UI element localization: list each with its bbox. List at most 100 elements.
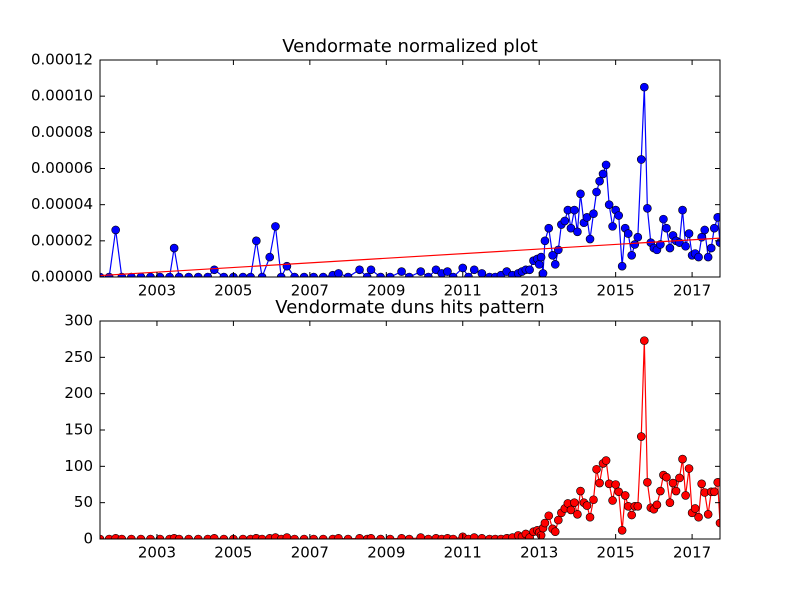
data-point <box>715 518 720 528</box>
data-point <box>697 479 706 489</box>
x-tick-label: 2011 <box>444 282 482 300</box>
data-point <box>592 464 601 474</box>
data-point <box>671 486 681 496</box>
data-point <box>355 533 364 539</box>
x-tick-label: 2011 <box>444 544 482 562</box>
data-point <box>203 534 213 539</box>
data-point <box>554 515 563 525</box>
y-tick-label: 0.00010 <box>31 87 93 105</box>
x-tick-label: 2015 <box>597 544 635 562</box>
data-point <box>219 272 229 277</box>
x-tick-label: 2007 <box>291 544 329 562</box>
data-point <box>174 272 184 277</box>
data-point <box>611 480 620 489</box>
data-point <box>627 510 637 520</box>
data-point <box>265 252 275 262</box>
data-point <box>554 245 563 255</box>
data-point <box>544 511 554 521</box>
data-point <box>589 495 598 505</box>
data-point <box>209 265 219 275</box>
data-point <box>203 272 213 277</box>
data-point <box>366 533 376 539</box>
data-point <box>534 260 544 269</box>
data-point <box>169 243 179 253</box>
y-tick-label: 50 <box>74 493 93 511</box>
data-point <box>633 501 643 511</box>
data-point <box>111 225 120 235</box>
data-point <box>668 478 678 488</box>
data-point <box>573 509 582 519</box>
plot-background <box>100 60 720 277</box>
data-point <box>614 487 624 497</box>
data-point <box>318 534 328 539</box>
y-tick-label: 100 <box>64 457 93 475</box>
data-point <box>184 534 193 539</box>
data-point <box>684 464 694 473</box>
data-point <box>334 533 343 539</box>
data-point <box>665 498 675 507</box>
data-point <box>548 251 557 260</box>
data-point <box>573 227 582 237</box>
data-point <box>290 534 299 539</box>
x-tick-label: 2015 <box>597 282 635 300</box>
data-point <box>675 473 684 483</box>
data-point <box>343 272 353 277</box>
data-point <box>608 222 617 231</box>
y-tick-label: 200 <box>64 384 93 402</box>
x-tick-label: 2017 <box>673 282 711 300</box>
data-point <box>343 534 353 539</box>
data-point <box>252 236 261 246</box>
y-tick-label: 0 <box>83 530 93 548</box>
data-point <box>174 534 184 539</box>
data-point <box>104 534 114 539</box>
data-point <box>576 189 585 199</box>
data-point <box>309 534 318 539</box>
chart-title: Vendormate normalized plot <box>282 36 538 57</box>
data-point <box>376 272 385 277</box>
data-point <box>703 509 713 519</box>
data-point <box>595 176 604 186</box>
data-point <box>636 155 646 164</box>
data-point <box>397 267 406 276</box>
data-point <box>184 272 193 277</box>
data-point <box>477 533 487 539</box>
data-point <box>385 272 395 277</box>
data-point <box>550 527 560 537</box>
data-point <box>582 501 592 510</box>
data-point <box>536 531 546 539</box>
x-tick-label: 2005 <box>214 544 252 562</box>
data-point <box>643 478 652 487</box>
data-point <box>355 265 364 275</box>
y-tick-label: 0.00000 <box>31 268 93 286</box>
data-point <box>334 269 343 277</box>
data-point <box>592 187 601 197</box>
x-tick-label: 2009 <box>367 282 405 300</box>
data-point <box>656 240 665 249</box>
data-point <box>385 534 395 539</box>
data-point <box>424 534 433 539</box>
data-point <box>709 487 719 497</box>
y-tick-label: 0.00004 <box>31 195 93 213</box>
data-point <box>681 491 690 500</box>
x-tick-label: 2003 <box>138 544 176 562</box>
data-point <box>643 203 652 213</box>
data-point <box>713 478 720 487</box>
data-point <box>448 534 458 539</box>
data-point <box>136 534 146 539</box>
data-point <box>627 251 637 260</box>
data-point <box>570 205 579 215</box>
data-point <box>566 223 576 233</box>
data-point <box>155 272 165 277</box>
data-point <box>238 272 248 277</box>
data-point <box>257 272 267 277</box>
data-point <box>362 272 372 277</box>
data-point <box>282 533 292 539</box>
data-point <box>477 269 487 277</box>
x-tick-label: 2007 <box>291 282 329 300</box>
y-tick-label: 150 <box>64 421 93 439</box>
data-point <box>623 229 633 238</box>
y-tick-label: 0.00006 <box>31 159 93 177</box>
data-point <box>525 265 534 275</box>
y-tick-label: 0.00012 <box>31 51 93 69</box>
data-point <box>652 500 662 510</box>
